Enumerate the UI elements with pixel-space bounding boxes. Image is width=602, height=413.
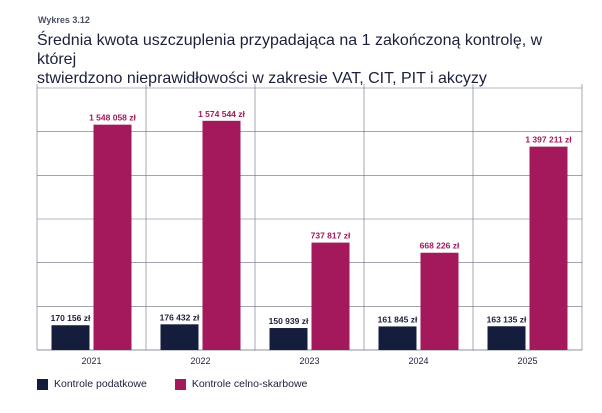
data-label: 737 817 zł — [311, 231, 351, 241]
chart-title-line-1: Średnia kwota uszczuplenia przypadająca … — [37, 32, 543, 68]
data-label: 150 939 zł — [269, 316, 309, 326]
x-tick-label: 2025 — [517, 356, 537, 366]
legend-swatch-podatkowe — [37, 378, 48, 390]
bar-celno-skarbowe — [202, 120, 241, 350]
chart-title-line-2: stwierdzono nieprawidłowości w zakresie … — [37, 70, 487, 87]
x-tick-label: 2022 — [190, 356, 210, 366]
legend-label-celno-skarbowe: Kontrole celno-skarbowe — [191, 378, 308, 390]
data-label: 176 432 zł — [160, 312, 200, 322]
bar-podatkowe — [378, 326, 417, 350]
data-label: 1 574 544 zł — [198, 109, 245, 119]
bar-celno-skarbowe — [529, 146, 568, 350]
data-label: 161 845 zł — [378, 314, 418, 324]
bar-celno-skarbowe — [93, 124, 132, 350]
chart-title: Średnia kwota uszczuplenia przypadająca … — [37, 31, 577, 88]
x-tick-label: 2024 — [408, 356, 428, 366]
data-label: 1 397 211 zł — [525, 135, 572, 145]
chart-legend: Kontrole podatkowe Kontrole celno-skarbo… — [37, 378, 335, 390]
bar-celno-skarbowe — [420, 252, 459, 350]
bar-podatkowe — [51, 325, 90, 350]
legend-swatch-celno-skarbowe — [174, 378, 186, 390]
x-tick-label: 2021 — [81, 356, 101, 366]
data-label: 163 135 zł — [487, 314, 527, 324]
figure-caption: Wykres 3.12 — [38, 15, 90, 25]
bar-podatkowe — [487, 326, 526, 350]
legend-item-podatkowe: Kontrole podatkowe — [37, 378, 147, 390]
bar-podatkowe — [269, 328, 308, 350]
data-label: 668 226 zł — [420, 241, 460, 251]
data-label: 170 156 zł — [51, 313, 91, 323]
bar-celno-skarbowe — [311, 242, 350, 350]
x-tick-label: 2023 — [299, 356, 319, 366]
legend-label-podatkowe: Kontrole podatkowe — [54, 378, 147, 390]
bar-podatkowe — [160, 324, 199, 350]
legend-item-celno-skarbowe: Kontrole celno-skarbowe — [174, 378, 308, 390]
data-label: 1 548 058 zł — [89, 113, 136, 123]
